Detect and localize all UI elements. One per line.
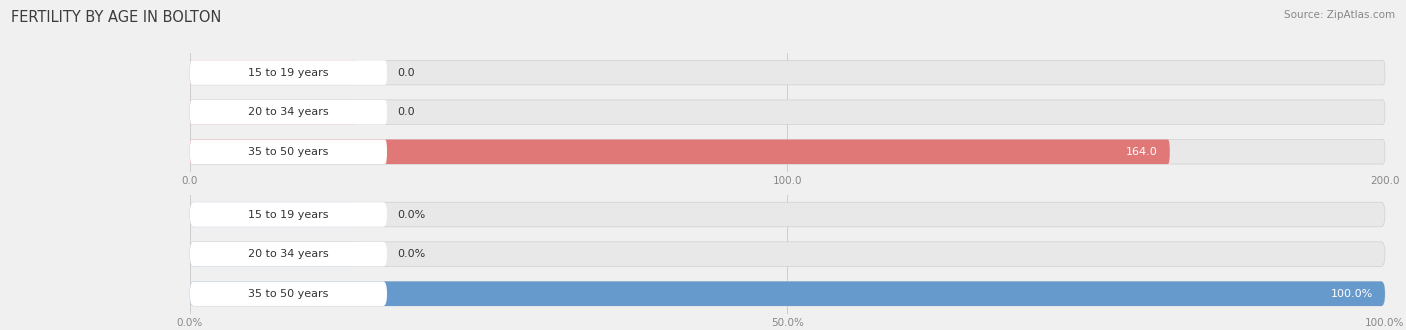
FancyBboxPatch shape	[190, 242, 387, 266]
Text: 100.0%: 100.0%	[1330, 289, 1372, 299]
FancyBboxPatch shape	[190, 100, 387, 124]
Text: 0.0: 0.0	[396, 68, 415, 78]
FancyBboxPatch shape	[190, 281, 1385, 306]
Text: 0.0%: 0.0%	[396, 210, 425, 219]
Text: FERTILITY BY AGE IN BOLTON: FERTILITY BY AGE IN BOLTON	[11, 10, 222, 25]
FancyBboxPatch shape	[190, 202, 1385, 227]
FancyBboxPatch shape	[190, 60, 1385, 85]
Text: Source: ZipAtlas.com: Source: ZipAtlas.com	[1284, 10, 1395, 20]
Text: 15 to 19 years: 15 to 19 years	[247, 210, 329, 219]
FancyBboxPatch shape	[190, 242, 357, 266]
FancyBboxPatch shape	[190, 140, 387, 164]
Text: 35 to 50 years: 35 to 50 years	[249, 147, 329, 157]
FancyBboxPatch shape	[190, 281, 387, 306]
FancyBboxPatch shape	[190, 202, 387, 227]
Text: 0.0%: 0.0%	[396, 249, 425, 259]
Text: 164.0: 164.0	[1126, 147, 1159, 157]
FancyBboxPatch shape	[190, 140, 1385, 164]
Text: 15 to 19 years: 15 to 19 years	[247, 68, 329, 78]
FancyBboxPatch shape	[190, 60, 357, 85]
FancyBboxPatch shape	[190, 60, 387, 85]
FancyBboxPatch shape	[190, 202, 357, 227]
Text: 20 to 34 years: 20 to 34 years	[247, 249, 329, 259]
FancyBboxPatch shape	[190, 100, 1385, 124]
Text: 0.0: 0.0	[396, 107, 415, 117]
FancyBboxPatch shape	[190, 140, 1170, 164]
FancyBboxPatch shape	[190, 242, 1385, 266]
FancyBboxPatch shape	[190, 100, 357, 124]
FancyBboxPatch shape	[190, 281, 1385, 306]
Text: 20 to 34 years: 20 to 34 years	[247, 107, 329, 117]
Text: 35 to 50 years: 35 to 50 years	[249, 289, 329, 299]
